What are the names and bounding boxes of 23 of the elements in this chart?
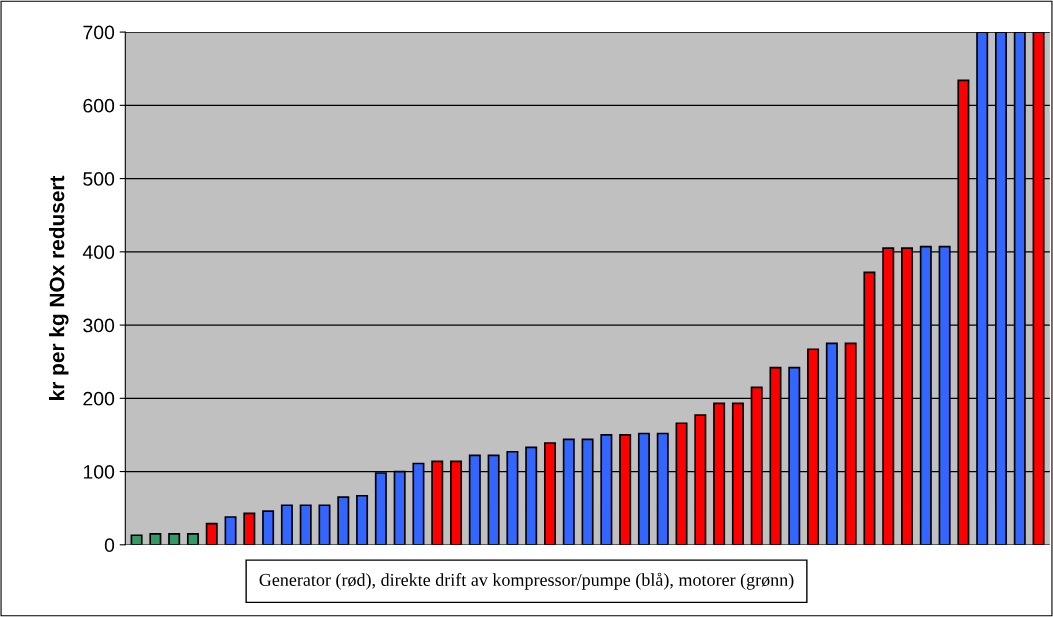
bar bbox=[243, 512, 256, 545]
y-tick-label: 500 bbox=[83, 172, 115, 186]
bar bbox=[262, 510, 275, 545]
bar bbox=[130, 534, 143, 545]
bar bbox=[186, 532, 199, 545]
bar bbox=[280, 504, 293, 545]
y-tick-label: 300 bbox=[83, 318, 115, 333]
y-tick-label: 0 bbox=[104, 538, 115, 553]
text: Generator (rød), direkte drift av kompressor/pumpe (blå), motorer (grønn) bbox=[259, 572, 794, 590]
bar bbox=[337, 496, 350, 545]
bar bbox=[356, 494, 369, 545]
bar bbox=[299, 504, 312, 545]
bar bbox=[205, 522, 218, 545]
bar bbox=[168, 532, 181, 545]
y-tick-label: 600 bbox=[83, 98, 115, 113]
y-tick-label: 100 bbox=[83, 465, 115, 479]
bar bbox=[318, 504, 331, 545]
y-axis-title: kr per kg NOx redusert bbox=[49, 175, 69, 400]
bar bbox=[224, 516, 237, 545]
y-tick-label: 200 bbox=[83, 391, 115, 406]
y-tick-label: 700 bbox=[83, 25, 115, 40]
y-tick-label: 400 bbox=[82, 245, 115, 260]
bar bbox=[149, 532, 162, 545]
